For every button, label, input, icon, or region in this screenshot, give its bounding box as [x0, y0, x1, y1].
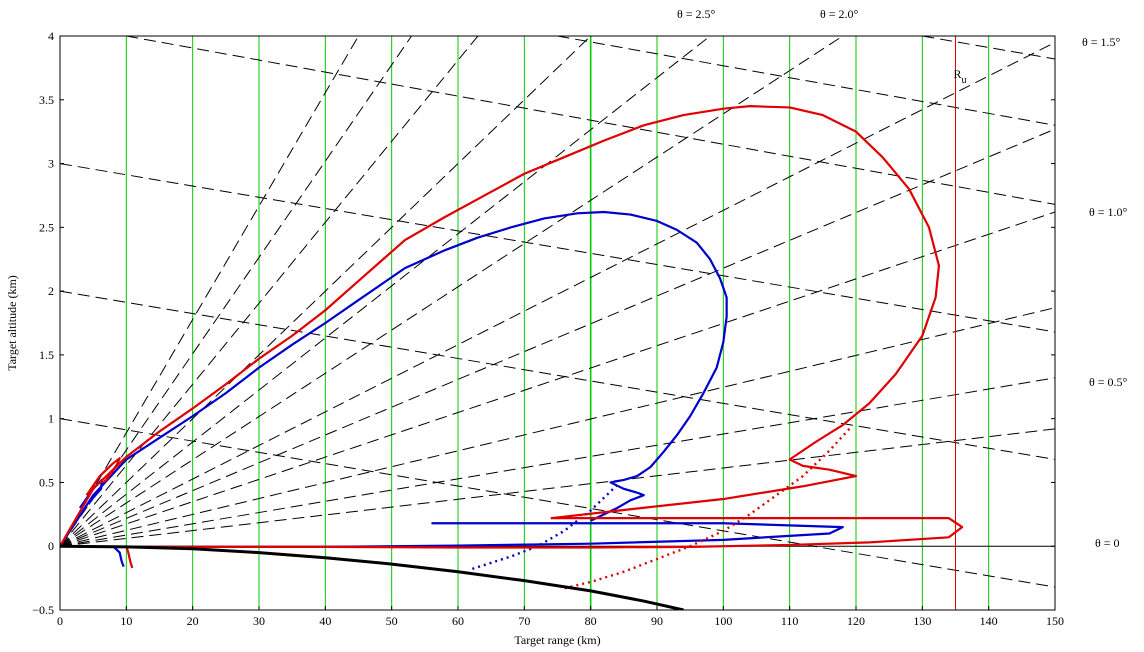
y-tick-label: 1	[48, 412, 54, 426]
series-line	[60, 105, 941, 547]
dashed-elevation-lines	[60, 36, 1055, 588]
x-tick-label: 70	[518, 614, 530, 628]
plot-frame	[59, 35, 1056, 611]
x-tick-label: 140	[980, 614, 998, 628]
angle-annotation: θ = 2.0°	[820, 7, 859, 21]
dashed-line	[60, 41, 1055, 547]
series-line	[60, 544, 684, 610]
series-lines	[60, 105, 964, 610]
y-tick-label: −0.5	[32, 603, 54, 617]
x-tick-label: 110	[781, 614, 799, 628]
dashed-line	[60, 418, 1055, 588]
series-line	[112, 545, 125, 568]
x-tick-label: 30	[253, 614, 265, 628]
vertical-marker: Ru	[954, 36, 967, 610]
dashed-line	[60, 36, 412, 547]
angle-annotation: θ = 0.5°	[1089, 375, 1128, 389]
series-line	[126, 522, 844, 548]
x-tick-label: 130	[913, 614, 931, 628]
marker-label-main: R	[954, 67, 962, 81]
y-tick-label: 4	[48, 29, 54, 43]
x-tick-label: 0	[57, 614, 63, 628]
y-tick-label: 3.5	[39, 93, 54, 107]
angle-annotation: θ = 1.5°	[1082, 35, 1121, 49]
dashed-line	[60, 36, 592, 547]
dashed-line	[60, 36, 479, 547]
series-line	[470, 484, 619, 571]
dashed-line	[60, 377, 1055, 547]
x-tick-label: 80	[585, 614, 597, 628]
series-line	[125, 545, 134, 569]
x-tick-label: 100	[714, 614, 732, 628]
series-line	[85, 457, 121, 496]
x-tick-label: 20	[187, 614, 199, 628]
x-tick-label: 150	[1046, 614, 1064, 628]
marker-label-sub: u	[962, 75, 967, 86]
angle-annotation: θ = 1.0°	[1089, 205, 1128, 219]
x-tick-label: 10	[120, 614, 132, 628]
dashed-line	[60, 307, 1055, 547]
x-tick-label: 120	[847, 614, 865, 628]
x-tick-label: 40	[319, 614, 331, 628]
series-line	[563, 428, 851, 590]
x-axis-label: Target range (km)	[514, 633, 600, 647]
marker-label: Ru	[954, 67, 967, 86]
y-tick-label: 0.5	[39, 475, 54, 489]
series-line	[126, 517, 964, 549]
dashed-line	[60, 36, 711, 547]
y-tick-label: 2	[48, 284, 54, 298]
y-axis-label: Target altitude (km)	[5, 275, 19, 371]
dashed-line	[60, 36, 359, 547]
dashed-line	[60, 163, 1055, 333]
angle-annotation: θ = 0	[1095, 536, 1120, 550]
dashed-line	[60, 36, 844, 547]
y-tick-label: 0	[48, 539, 54, 553]
angle-annotation: θ = 2.5°	[677, 7, 716, 21]
angle-annotations: θ = 2.5° θ = 2.0° θ = 1.5° θ = 1.0° θ = 0.5°…	[677, 7, 1128, 550]
x-tick-label: 60	[452, 614, 464, 628]
dashed-line	[60, 128, 1055, 547]
dashed-line	[126, 36, 1055, 205]
x-tick-label: 50	[386, 614, 398, 628]
dashed-line	[557, 36, 1055, 126]
dashed-line	[922, 36, 1055, 60]
y-tick-label: 3	[48, 157, 54, 171]
x-axis-ticks: 0 10 20 30 40 50 60 70 80 90 100 110 120 130 140 150	[57, 606, 1064, 628]
y-tick-label: 1.5	[39, 348, 54, 362]
dashed-line	[60, 428, 1055, 547]
y-axis-ticks: −0.5 0 0.5 1 1.5 2 2.5 3 3.5 4	[32, 29, 1055, 617]
y-tick-label: 2.5	[39, 220, 54, 234]
series-line	[60, 210, 728, 547]
x-tick-label: 90	[651, 614, 663, 628]
dashed-line	[60, 290, 1055, 460]
dashed-line	[60, 211, 1055, 547]
